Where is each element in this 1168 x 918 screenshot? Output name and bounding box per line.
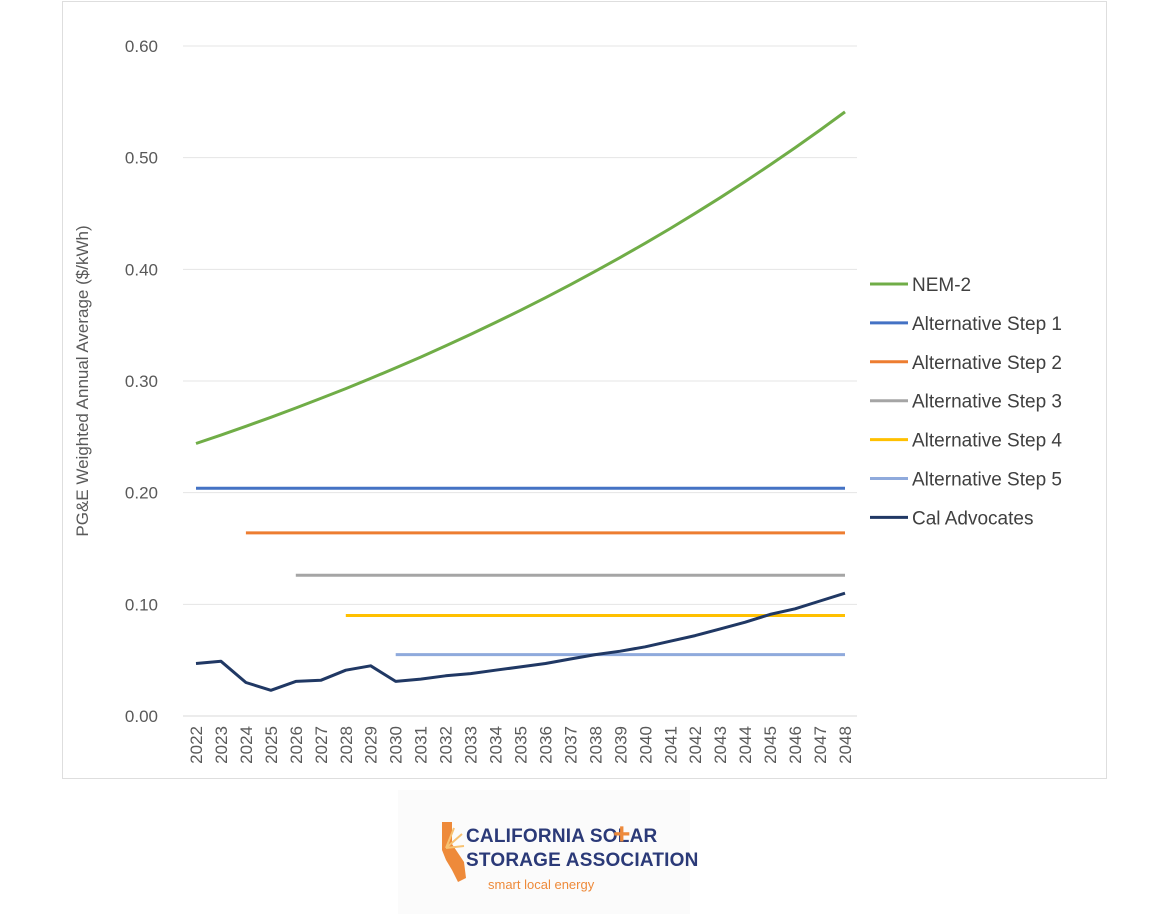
x-tick-label: 2035 xyxy=(512,726,531,764)
x-tick-label: 2024 xyxy=(237,726,256,764)
x-tick-label: 2039 xyxy=(611,726,630,764)
x-tick-label: 2048 xyxy=(836,726,855,764)
legend-label: NEM-2 xyxy=(912,275,971,296)
x-axis-ticks: 2022 2023 2024 2025 2026 2027 2028 2029 2030 2031… xyxy=(187,726,855,764)
x-tick-label: 2027 xyxy=(312,726,331,764)
legend-label: Alternative Step 2 xyxy=(912,353,1062,374)
legend-item: Cal Advocates xyxy=(870,508,1033,529)
y-tick-label: 0.20 xyxy=(125,484,158,503)
y-tick-label: 0.10 xyxy=(125,595,158,614)
legend-item: Alternative Step 4 xyxy=(870,431,1062,452)
legend-item: Alternative Step 1 xyxy=(870,314,1062,335)
x-tick-label: 2047 xyxy=(811,726,830,764)
x-tick-label: 2034 xyxy=(487,726,506,764)
chart-frame xyxy=(62,1,1107,779)
x-tick-label: 2041 xyxy=(661,726,680,764)
x-tick-label: 2045 xyxy=(761,726,780,764)
x-tick-label: 2043 xyxy=(711,726,730,764)
y-axis-ticks: 0.00 0.10 0.20 0.30 0.40 0.50 0.60 xyxy=(125,37,158,726)
legend-item: Alternative Step 5 xyxy=(870,470,1062,491)
y-tick-label: 0.00 xyxy=(125,707,158,726)
x-tick-label: 2038 xyxy=(586,726,605,764)
x-tick-label: 2026 xyxy=(287,726,306,764)
series-line-cal-advocates xyxy=(195,591,846,692)
legend: NEM-2 Alternative Step 1 Alternative Step … xyxy=(870,275,1062,529)
y-axis-title: PG&E Weighted Annual Average ($/kWh) xyxy=(73,225,92,536)
x-tick-label: 2029 xyxy=(362,726,381,764)
gridlines xyxy=(183,45,857,717)
x-tick-label: 2031 xyxy=(412,726,431,764)
logo-line-1: CALIFORNIA SOLAR xyxy=(466,826,658,847)
legend-label: Alternative Step 4 xyxy=(912,431,1062,452)
x-tick-label: 2040 xyxy=(636,726,655,764)
legend-label: Alternative Step 5 xyxy=(912,470,1062,491)
legend-item: Alternative Step 3 xyxy=(870,392,1062,413)
x-tick-label: 2022 xyxy=(187,726,206,764)
y-tick-label: 0.50 xyxy=(125,149,158,168)
legend-label: Alternative Step 1 xyxy=(912,314,1062,335)
legend-item: NEM-2 xyxy=(870,275,971,296)
x-tick-label: 2033 xyxy=(462,726,481,764)
series-line-nem-2 xyxy=(195,110,846,445)
y-tick-label: 0.60 xyxy=(125,37,158,56)
series-lines xyxy=(195,110,846,692)
legend-label: Alternative Step 3 xyxy=(912,392,1062,413)
x-tick-label: 2036 xyxy=(536,726,555,764)
x-tick-label: 2042 xyxy=(686,726,705,764)
logo-line-2: STORAGE ASSOCIATION xyxy=(466,850,699,871)
x-tick-label: 2023 xyxy=(212,726,231,764)
logo-tagline: smart local energy xyxy=(488,877,595,892)
x-tick-label: 2046 xyxy=(786,726,805,764)
csa-logo: CALIFORNIA SOLAR + STORAGE ASSOCIATION s… xyxy=(398,790,698,914)
x-tick-label: 2037 xyxy=(561,726,580,764)
x-tick-label: 2032 xyxy=(437,726,456,764)
california-sun-icon xyxy=(442,822,466,882)
x-tick-label: 2044 xyxy=(736,726,755,764)
y-tick-label: 0.30 xyxy=(125,372,158,391)
y-tick-label: 0.40 xyxy=(125,260,158,279)
x-tick-label: 2028 xyxy=(337,726,356,764)
logo-plus: + xyxy=(613,818,631,851)
x-tick-label: 2030 xyxy=(387,726,406,764)
legend-item: Alternative Step 2 xyxy=(870,353,1062,374)
legend-label: Cal Advocates xyxy=(912,508,1033,529)
x-tick-label: 2025 xyxy=(262,726,281,764)
